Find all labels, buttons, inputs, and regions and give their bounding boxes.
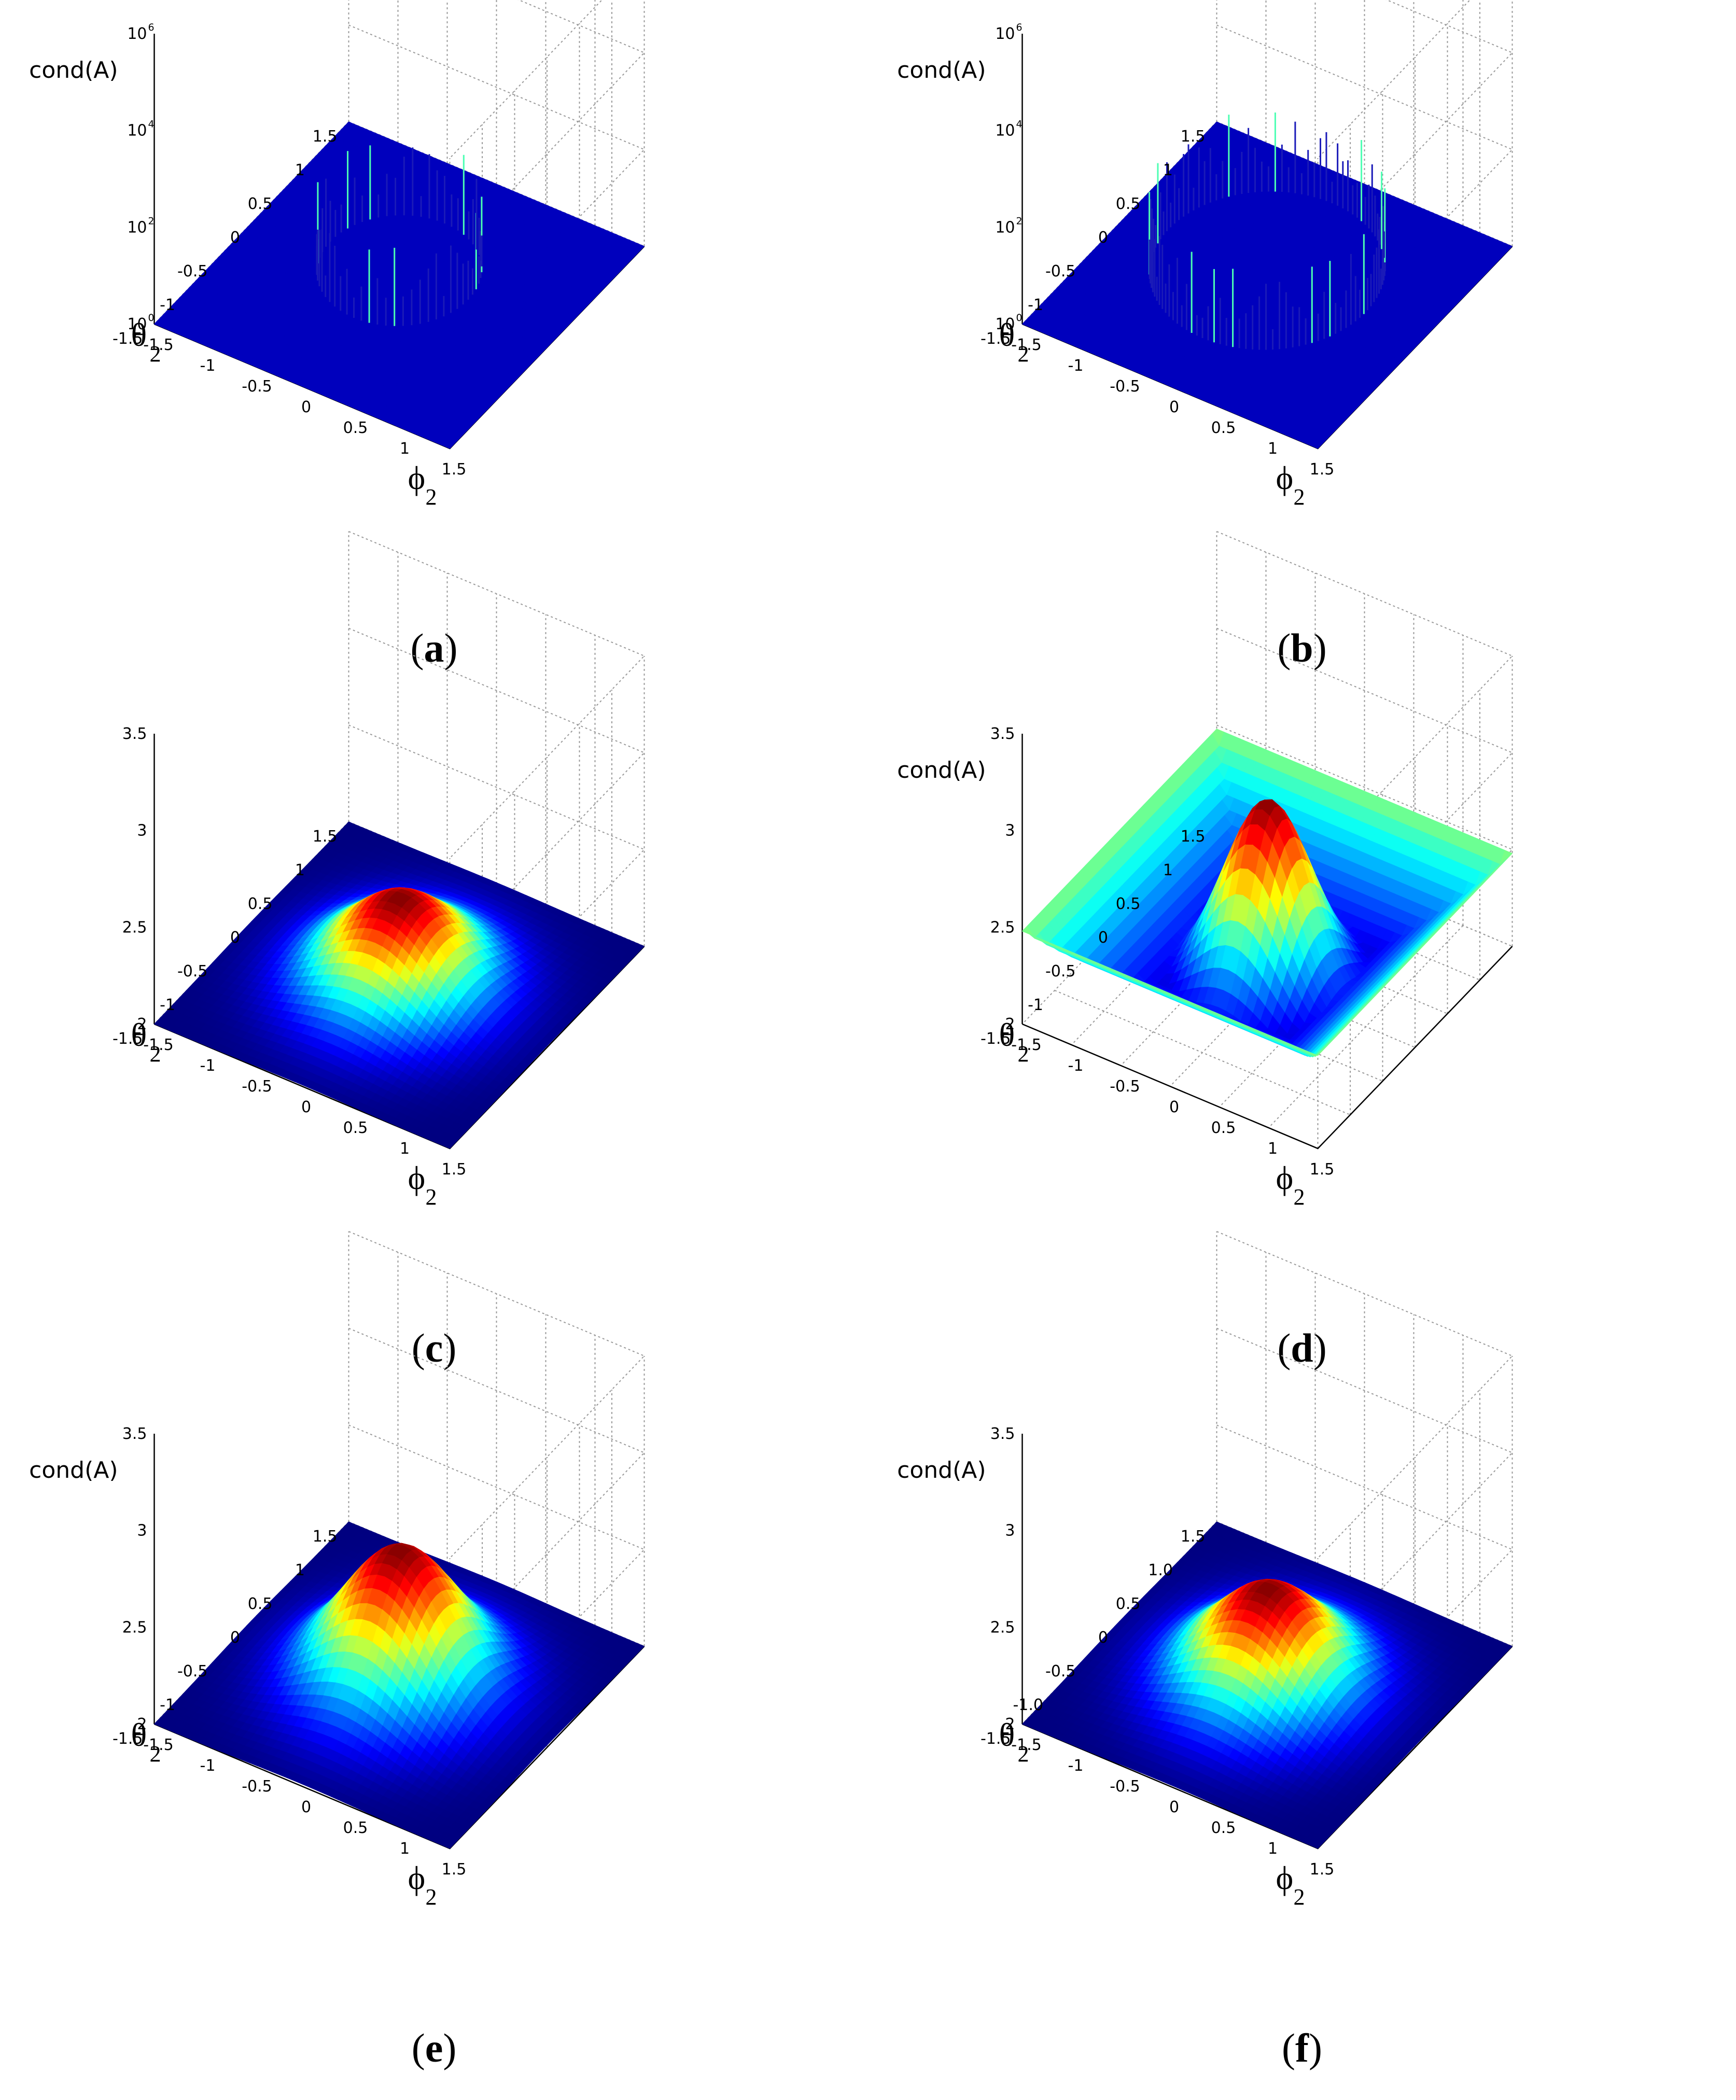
phi-tick-label: -0.5 (1110, 377, 1140, 396)
phi-tick-label: 1 (400, 440, 410, 458)
phi-axis-label: ϕ (408, 459, 426, 496)
z-tick-label: 10 (995, 25, 1015, 43)
z-tick-label: 10 (995, 122, 1015, 140)
theta-tick-label: 1.5 (313, 128, 338, 146)
z-tick-exponent: 6 (1016, 22, 1023, 33)
phi-tick-label: 0 (301, 398, 311, 416)
surface (155, 122, 645, 449)
z-tick-label: 10 (127, 122, 147, 140)
surface-plot-c: 22.533.5-1.5-1-0.500.511.5-1.5-1-0.500.5… (0, 700, 868, 1301)
phi-tick-label: 0 (1169, 398, 1179, 416)
z-tick-label: 10 (127, 25, 147, 43)
phi-tick-label: 1.5 (442, 460, 467, 479)
theta-axis-label: θ (999, 316, 1015, 353)
phi-axis-subscript: 2 (1294, 484, 1305, 510)
phi-tick-label: -0.5 (242, 377, 272, 396)
z-tick-exponent: 0 (148, 312, 155, 324)
z-tick-exponent: 0 (1016, 312, 1023, 324)
theta-tick-label: -1 (160, 296, 175, 314)
surface (155, 822, 645, 1149)
phi-tick-label: 1.5 (1310, 460, 1335, 479)
theta-axis-subscript: 2 (1018, 341, 1029, 367)
phi-tick-label: 0.5 (1211, 419, 1236, 437)
theta-tick-label: -0.5 (1045, 262, 1076, 281)
panel-caption: (b) (868, 625, 1736, 671)
phi-tick-label: 0.5 (343, 419, 368, 437)
z-tick-exponent: 4 (1016, 119, 1023, 130)
theta-tick-label: 1 (295, 161, 305, 179)
phi-tick-label: -1 (200, 357, 216, 375)
theta-tick-label: 0 (1098, 229, 1108, 247)
z-tick-label: 10 (127, 218, 147, 236)
z-tick-exponent: 6 (148, 22, 155, 33)
z-tick-exponent: 4 (148, 119, 155, 130)
z-axis-label: cond(A) (29, 57, 118, 83)
theta-tick-label: 0.5 (1116, 195, 1141, 213)
theta-tick-label: 1 (1163, 161, 1173, 179)
z-tick-label: 10 (995, 218, 1015, 236)
theta-axis-subscript: 2 (150, 341, 161, 367)
phi-tick-label: 1 (1268, 440, 1278, 458)
theta-tick-label: -1 (1028, 296, 1043, 314)
theta-tick-label: 0 (230, 229, 240, 247)
panel-caption-letter: b (1291, 625, 1313, 670)
theta-tick-label: -0.5 (177, 262, 208, 281)
z-axis-label: cond(A) (897, 57, 986, 83)
phi-tick-label: -1 (1068, 357, 1084, 375)
theta-tick-label: 0.5 (248, 195, 273, 213)
phi-axis-label: ϕ (1276, 459, 1294, 496)
theta-tick-label: 1.5 (1181, 128, 1206, 146)
phi-axis-subscript: 2 (426, 484, 437, 510)
z-tick-exponent: 2 (1016, 215, 1023, 227)
panel-caption-letter: a (424, 625, 444, 670)
z-tick-exponent: 2 (148, 215, 155, 227)
panel-caption: (a) (0, 625, 868, 671)
theta-axis-label: θ (131, 316, 147, 353)
surface (1023, 122, 1513, 449)
